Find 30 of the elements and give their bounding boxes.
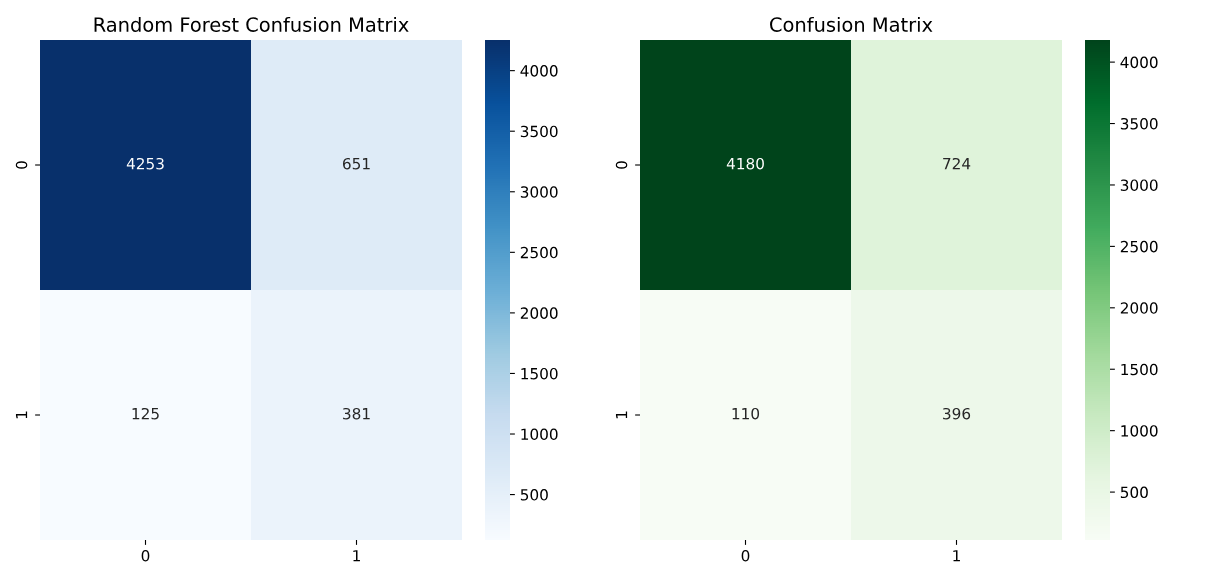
color-bar-label: 2000 <box>520 307 558 319</box>
color-bar-label: 4000 <box>1120 56 1158 69</box>
chart-title: Random Forest Confusion Matrix <box>94 16 409 32</box>
color-bar-label: 3500 <box>520 125 558 138</box>
color-bar-label: 1500 <box>521 367 558 380</box>
x-tick-label: 0 <box>741 549 750 562</box>
x-tick-label: 1 <box>353 550 360 562</box>
color-bar-label: 3500 <box>1120 118 1158 130</box>
color-bar-label: 4000 <box>520 65 558 77</box>
color-bar-label: 2500 <box>1120 240 1158 253</box>
color-bar-label: 3000 <box>520 186 558 198</box>
color-bar-label: 3000 <box>1120 179 1158 191</box>
data-label: 4180 <box>726 157 764 170</box>
data-label: 724 <box>943 157 971 170</box>
data-label: 381 <box>343 407 370 420</box>
color-bar-label: 500 <box>1120 486 1148 499</box>
x-tick-label: 0 <box>141 549 150 562</box>
color-bar-label: 1000 <box>521 428 558 441</box>
data-label: 125 <box>132 407 159 420</box>
data-label: 651 <box>342 157 370 170</box>
color-bar-label: 2000 <box>1120 302 1158 314</box>
color-bar-label: 1500 <box>1121 363 1158 376</box>
data-label: 396 <box>943 407 971 420</box>
data-label: 110 <box>732 407 760 420</box>
x-tick-label: 1 <box>953 550 960 562</box>
data-label: 4253 <box>126 157 164 170</box>
chart-title: Confusion Matrix <box>770 16 933 32</box>
color-bar-label: 1000 <box>1121 425 1158 437</box>
color-bar-label: 500 <box>520 489 548 501</box>
color-bar-label: 2500 <box>520 246 558 259</box>
